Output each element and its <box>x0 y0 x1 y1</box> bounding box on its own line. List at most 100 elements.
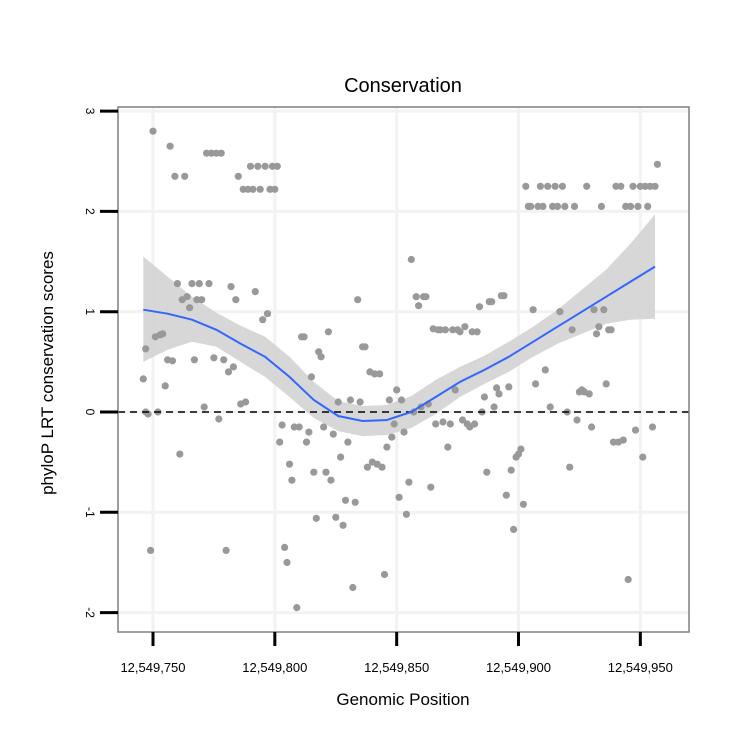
data-point <box>171 172 179 180</box>
data-point <box>251 288 259 296</box>
data-point <box>276 438 284 446</box>
data-point <box>320 423 328 431</box>
data-point <box>346 396 354 404</box>
x-tick-label: 12,549,900 <box>486 660 551 675</box>
data-point <box>317 353 325 361</box>
data-point <box>502 491 510 499</box>
data-point <box>617 182 625 190</box>
data-point <box>493 384 501 392</box>
data-point <box>254 162 262 170</box>
y-axis-label: phyloP LRT conservation scores <box>38 251 57 495</box>
data-point <box>322 468 330 476</box>
data-point <box>471 420 479 428</box>
data-point <box>256 185 264 193</box>
data-point <box>263 310 272 318</box>
data-point <box>142 345 150 353</box>
data-point <box>186 304 194 312</box>
data-point <box>200 403 208 411</box>
data-point <box>337 453 345 461</box>
data-point <box>181 172 189 180</box>
data-point <box>205 280 213 288</box>
x-tick-label: 12,549,800 <box>242 660 307 675</box>
data-point <box>597 202 606 210</box>
data-point <box>351 498 359 506</box>
data-point <box>249 185 257 193</box>
data-point <box>307 373 315 381</box>
data-point <box>176 450 184 458</box>
x-tick-label: 12,549,950 <box>608 660 673 675</box>
x-axis-label: Genomic Position <box>336 690 469 709</box>
y-tick-label: -1 <box>83 507 97 518</box>
data-point <box>339 521 347 529</box>
data-point <box>300 333 308 341</box>
data-point <box>285 460 294 468</box>
data-point <box>224 368 233 376</box>
data-point <box>446 420 454 428</box>
data-point <box>234 172 242 180</box>
data-point <box>378 463 386 471</box>
data-point <box>488 298 496 306</box>
data-point <box>627 202 635 210</box>
data-point <box>327 476 335 484</box>
data-point <box>500 292 508 300</box>
data-point <box>210 354 218 362</box>
data-point <box>412 293 420 301</box>
data-point <box>602 380 610 388</box>
data-point <box>232 296 240 304</box>
data-point <box>517 445 525 453</box>
data-point <box>651 182 659 190</box>
data-point <box>590 306 598 314</box>
data-point <box>295 423 303 431</box>
data-point <box>397 396 406 404</box>
data-point <box>376 370 384 378</box>
data-point <box>281 543 289 552</box>
data-point <box>261 162 269 170</box>
data-point <box>393 386 401 394</box>
data-point <box>461 323 469 331</box>
data-point <box>242 398 250 406</box>
data-point <box>619 436 627 444</box>
data-point <box>227 283 235 291</box>
data-point <box>149 127 157 135</box>
data-point <box>222 546 230 555</box>
data-point <box>190 356 198 364</box>
data-point <box>349 583 357 592</box>
data-point <box>332 513 340 521</box>
data-point <box>385 396 393 404</box>
data-point <box>363 463 371 471</box>
smooth-line <box>143 265 656 423</box>
data-point <box>217 149 225 157</box>
data-point <box>432 420 440 428</box>
data-point <box>653 160 662 168</box>
data-point <box>585 390 593 398</box>
data-point <box>380 570 389 579</box>
data-point <box>592 330 601 338</box>
data-point <box>558 182 567 190</box>
data-point <box>400 428 408 436</box>
data-point <box>634 202 642 210</box>
data-point <box>341 496 350 504</box>
data-point <box>607 326 615 334</box>
data-point <box>629 182 637 190</box>
y-tick-label: -2 <box>83 607 97 618</box>
data-point <box>648 423 657 431</box>
data-point <box>405 478 413 486</box>
data-point <box>458 416 467 424</box>
data-point <box>395 493 403 501</box>
data-point <box>361 343 369 351</box>
data-point <box>480 393 488 401</box>
data-point <box>507 466 515 474</box>
plot-frame <box>117 106 690 633</box>
data-point <box>566 463 574 471</box>
data-point <box>529 306 537 314</box>
data-point <box>544 182 552 190</box>
data-point <box>427 483 435 491</box>
data-point <box>356 398 364 406</box>
data-point <box>644 202 652 210</box>
grid-lines <box>118 107 689 632</box>
data-point <box>541 366 549 374</box>
data-point <box>354 296 362 304</box>
data-point <box>139 375 147 383</box>
data-point <box>490 403 498 411</box>
